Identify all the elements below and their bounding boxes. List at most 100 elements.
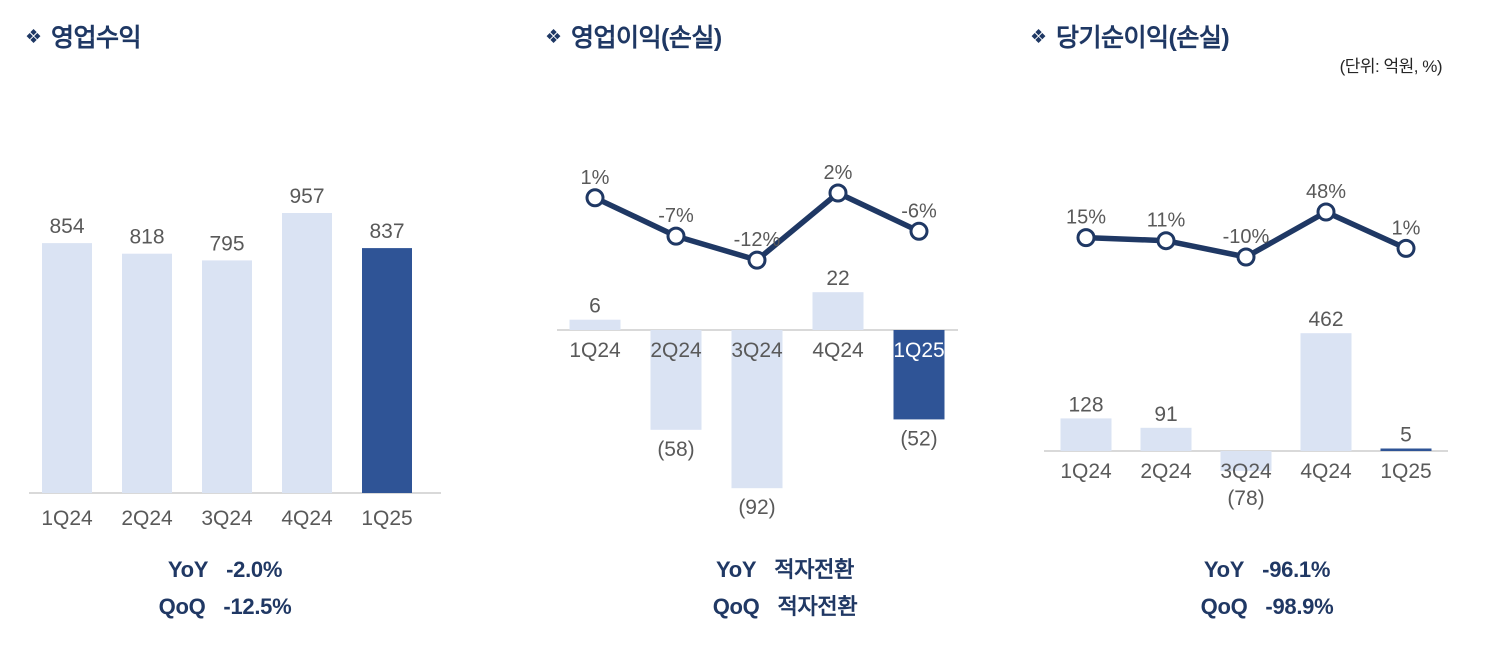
bar [650,330,702,430]
bar [362,248,412,493]
operating-profit-title: 영업이익(손실) [571,24,722,52]
bar-value-label: 818 [129,226,164,249]
bar [122,253,172,493]
qoq-label: QoQ [712,594,760,619]
bar-value-label: 957 [289,185,324,208]
qoq-row: QoQ 적자전환 [567,593,1003,621]
category-label: 1Q25 [361,507,412,530]
bar [42,243,92,493]
bar [1380,448,1432,451]
bar-value-label: 22 [826,267,849,290]
category-label: 1Q24 [1060,460,1112,483]
net-profit-title: 당기순이익(손실) [1056,24,1230,52]
bar-value-label: (52) [900,427,937,450]
operating-revenue-footer: YoY -2.0% QoQ -12.5% [25,556,425,621]
operating-revenue-chart-svg: 854 818 795 957 837 1Q24 2Q24 3Q24 4Q24 1Q25 [29,185,441,530]
category-label: 2Q24 [1140,460,1192,483]
net-profit-chart-block: ❖ 당기순이익(손실) 128 91 (78) 462 5 1Q24 2Q24 3Q24 4Q2… [1028,0,1464,648]
line-value-label: -6% [901,200,937,222]
category-label: 3Q24 [1220,460,1272,483]
line-value-label: 2% [824,162,853,184]
category-label: 2Q24 [650,339,702,362]
operating-revenue-chart-block: ❖ 영업수익 854 818 795 957 837 1Q24 2Q24 3Q24 4Q24 1Q… [25,0,461,648]
yoy-value: -96.1% [1262,557,1331,582]
net-profit-footer: YoY -96.1% QoQ -98.9% [1049,556,1485,621]
qoq-value: -12.5% [223,594,292,619]
yoy-label: YoY [1203,557,1245,582]
line-marker [1316,202,1336,222]
line-marker [666,226,686,246]
line-value-label: -10% [1223,226,1270,248]
line-value-label: 15% [1066,207,1106,229]
yoy-value: -2.0% [226,557,283,582]
bar-value-label: (58) [657,438,694,461]
category-label: 4Q24 [1300,460,1352,483]
diamond-bullet-icon: ❖ [1030,26,1048,48]
line-value-label: 11% [1147,210,1186,232]
yoy-row: YoY -96.1% [1049,556,1485,584]
unit-label: (단위: 억원, %) [1339,57,1443,76]
bar-value-label: 854 [49,215,84,238]
category-label: 3Q24 [201,507,253,530]
category-label: 4Q24 [281,507,333,530]
line-marker [1396,238,1416,258]
bar [1220,451,1272,471]
category-label: 1Q24 [569,339,621,362]
line-marker [1156,231,1176,251]
yoy-label: YoY [715,557,757,582]
bar [731,330,783,489]
bar-value-label: (92) [738,496,775,519]
qoq-row: QoQ -12.5% [25,593,425,621]
bar-value-label: 795 [209,232,244,255]
operating-profit-footer: YoY 적자전환 QoQ 적자전환 [567,556,1003,621]
operating-profit-chart-block: ❖ 영업이익(손실) 6 (58) (92) 22 (52) 1Q24 2Q24 3Q24 4Q… [545,0,981,648]
line-marker [1076,228,1096,248]
bar [893,330,945,420]
bar-value-label: 462 [1308,308,1343,331]
category-label: 1Q24 [41,507,93,530]
line-value-label: 1% [1392,217,1421,239]
bar [1300,333,1352,451]
bar-value-label: (78) [1227,487,1264,510]
line-marker [1236,247,1256,267]
qoq-row: QoQ -98.9% [1049,593,1485,621]
bar [569,319,621,330]
operating-revenue-title: 영업수익 [51,24,142,52]
operating-profit-header: ❖ 영업이익(손실) [545,18,722,54]
bar-value-label: 837 [369,220,404,243]
bar-value-label: 5 [1400,424,1412,447]
qoq-label: QoQ [158,594,206,619]
yoy-value: 적자전환 [774,557,855,582]
category-label: 3Q24 [731,339,783,362]
category-label: 2Q24 [121,507,173,530]
yoy-row: YoY 적자전환 [567,556,1003,584]
bar [1140,427,1192,451]
yoy-label: YoY [167,557,209,582]
line-value-label: 1% [581,167,610,189]
bar [1060,418,1112,451]
net-profit-chart-svg: 128 91 (78) 462 5 1Q24 2Q24 3Q24 4Q24 1Q25 15% 11% -… [1044,181,1448,510]
bar-value-label: 128 [1068,393,1103,416]
category-label: 4Q24 [812,339,864,362]
bar [202,260,252,493]
line-marker [909,221,929,241]
qoq-value: 적자전환 [777,594,858,619]
line-marker [828,183,848,203]
diamond-bullet-icon: ❖ [545,26,563,48]
bar [812,292,864,330]
diamond-bullet-icon: ❖ [25,26,43,48]
operating-revenue-header: ❖ 영업수익 [25,18,142,54]
yoy-row: YoY -2.0% [25,556,425,584]
bar-value-label: 6 [589,295,601,318]
line-marker [585,188,605,208]
line-value-label: -7% [658,205,694,227]
qoq-value: -98.9% [1265,594,1334,619]
bar-value-label: 91 [1154,403,1177,426]
qoq-label: QoQ [1200,594,1248,619]
bar [282,213,332,493]
category-label: 1Q25 [893,339,944,362]
line-marker [747,250,767,270]
category-label: 1Q25 [1380,460,1431,483]
net-profit-header: ❖ 당기순이익(손실) [1030,18,1230,54]
